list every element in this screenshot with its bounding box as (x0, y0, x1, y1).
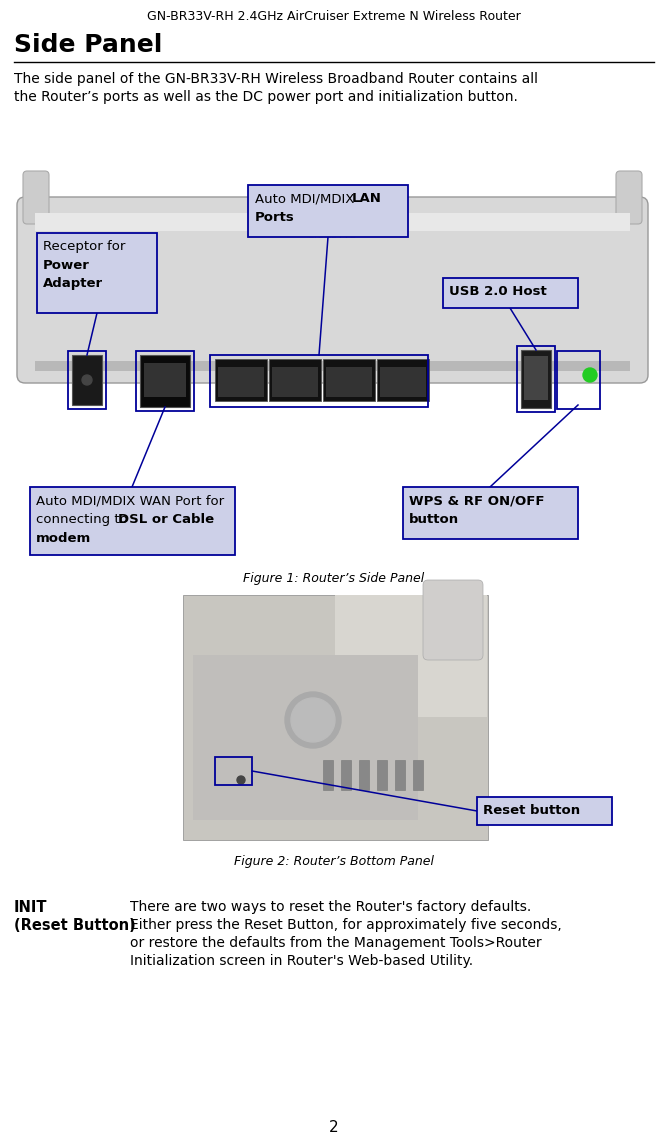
Text: Auto MDI/MDIX: Auto MDI/MDIX (255, 192, 359, 205)
Bar (72, 355, 102, 405)
Bar (35, 362, 630, 371)
Bar (413, 760, 423, 790)
Bar (272, 367, 318, 397)
Circle shape (291, 698, 335, 742)
Bar (248, 185, 408, 236)
Text: Power: Power (43, 259, 90, 272)
Bar (136, 351, 194, 410)
Bar (215, 757, 252, 785)
Bar (68, 351, 106, 409)
Text: Figure 1: Router’s Side Panel: Figure 1: Router’s Side Panel (243, 572, 425, 586)
Bar (144, 363, 186, 397)
Text: Either press the Reset Button, for approximately five seconds,: Either press the Reset Button, for appro… (130, 918, 562, 932)
Bar (557, 351, 600, 409)
Text: modem: modem (36, 532, 92, 545)
Text: Ports: Ports (255, 211, 295, 224)
Bar (395, 760, 405, 790)
Text: USB 2.0 Host: USB 2.0 Host (449, 285, 546, 298)
Bar (341, 760, 351, 790)
Text: The side panel of the GN-BR33V-RH Wireless Broadband Router contains all
the Rou: The side panel of the GN-BR33V-RH Wirele… (14, 72, 538, 105)
Bar (380, 367, 426, 397)
Text: or restore the defaults from the Management Tools>Router: or restore the defaults from the Managem… (130, 936, 542, 951)
FancyBboxPatch shape (23, 171, 49, 224)
Bar (443, 279, 578, 308)
Bar (326, 367, 372, 397)
Bar (524, 356, 548, 400)
Bar (140, 355, 190, 407)
Text: Receptor for: Receptor for (43, 240, 126, 254)
Circle shape (583, 368, 597, 382)
FancyBboxPatch shape (616, 171, 642, 224)
Bar (323, 359, 375, 401)
Bar (215, 359, 267, 401)
FancyBboxPatch shape (17, 197, 648, 383)
Circle shape (285, 692, 341, 748)
Text: GN-BR33V-RH 2.4GHz AirCruiser Extreme N Wireless Router: GN-BR33V-RH 2.4GHz AirCruiser Extreme N … (147, 10, 521, 23)
Text: GIGABYTE: GIGABYTE (307, 230, 357, 240)
Bar (35, 213, 630, 231)
Text: DSL or Cable: DSL or Cable (118, 513, 214, 526)
Text: Initialization screen in Router's Web-based Utility.: Initialization screen in Router's Web-ba… (130, 954, 473, 968)
Bar (183, 595, 488, 840)
Bar (335, 595, 487, 717)
Text: INIT: INIT (14, 901, 47, 915)
Text: (Reset Button): (Reset Button) (14, 918, 136, 933)
Text: 2: 2 (329, 1120, 339, 1135)
Bar (218, 367, 264, 397)
Bar (30, 487, 235, 555)
Text: button: button (409, 513, 459, 526)
Bar (359, 760, 369, 790)
Circle shape (237, 775, 245, 785)
Text: There are two ways to reset the Router's factory defaults.: There are two ways to reset the Router's… (130, 901, 531, 914)
Bar (477, 797, 612, 825)
FancyBboxPatch shape (423, 580, 483, 659)
Bar (37, 233, 157, 313)
Text: WPS & RF ON/OFF: WPS & RF ON/OFF (409, 493, 544, 507)
Text: Reset button: Reset button (483, 804, 580, 818)
Bar (377, 760, 387, 790)
Circle shape (82, 375, 92, 385)
Bar (269, 359, 321, 401)
Text: Figure 2: Router’s Bottom Panel: Figure 2: Router’s Bottom Panel (234, 855, 434, 868)
Bar (210, 355, 428, 407)
Bar (193, 655, 418, 820)
Text: LAN: LAN (352, 192, 382, 205)
Bar (521, 350, 551, 408)
Bar (517, 346, 555, 412)
Text: Auto MDI/MDIX WAN Port for: Auto MDI/MDIX WAN Port for (36, 493, 224, 507)
Bar (377, 359, 429, 401)
Text: Side Panel: Side Panel (14, 33, 162, 57)
Bar (15, 175, 650, 395)
Text: Adapter: Adapter (43, 277, 103, 290)
Text: connecting to: connecting to (36, 513, 132, 526)
Bar (403, 487, 578, 539)
Bar (323, 760, 333, 790)
